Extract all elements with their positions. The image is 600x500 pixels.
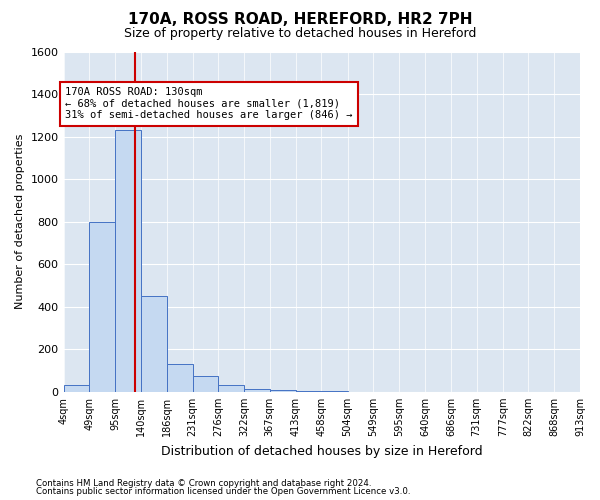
Bar <box>244 388 270 392</box>
Bar <box>64 386 89 392</box>
Bar <box>141 296 167 392</box>
Text: 170A ROSS ROAD: 130sqm
← 68% of detached houses are smaller (1,819)
31% of semi-: 170A ROSS ROAD: 130sqm ← 68% of detached… <box>65 87 353 120</box>
Bar <box>115 130 141 392</box>
Bar <box>218 386 244 392</box>
Text: 170A, ROSS ROAD, HEREFORD, HR2 7PH: 170A, ROSS ROAD, HEREFORD, HR2 7PH <box>128 12 472 28</box>
Y-axis label: Number of detached properties: Number of detached properties <box>15 134 25 310</box>
Bar <box>167 364 193 392</box>
Text: Size of property relative to detached houses in Hereford: Size of property relative to detached ho… <box>124 28 476 40</box>
X-axis label: Distribution of detached houses by size in Hereford: Distribution of detached houses by size … <box>161 444 482 458</box>
Bar <box>322 391 347 392</box>
Bar <box>89 222 115 392</box>
Text: Contains HM Land Registry data © Crown copyright and database right 2024.: Contains HM Land Registry data © Crown c… <box>36 478 371 488</box>
Bar <box>193 376 218 392</box>
Text: Contains public sector information licensed under the Open Government Licence v3: Contains public sector information licen… <box>36 487 410 496</box>
Bar <box>296 390 322 392</box>
Bar <box>270 390 296 392</box>
